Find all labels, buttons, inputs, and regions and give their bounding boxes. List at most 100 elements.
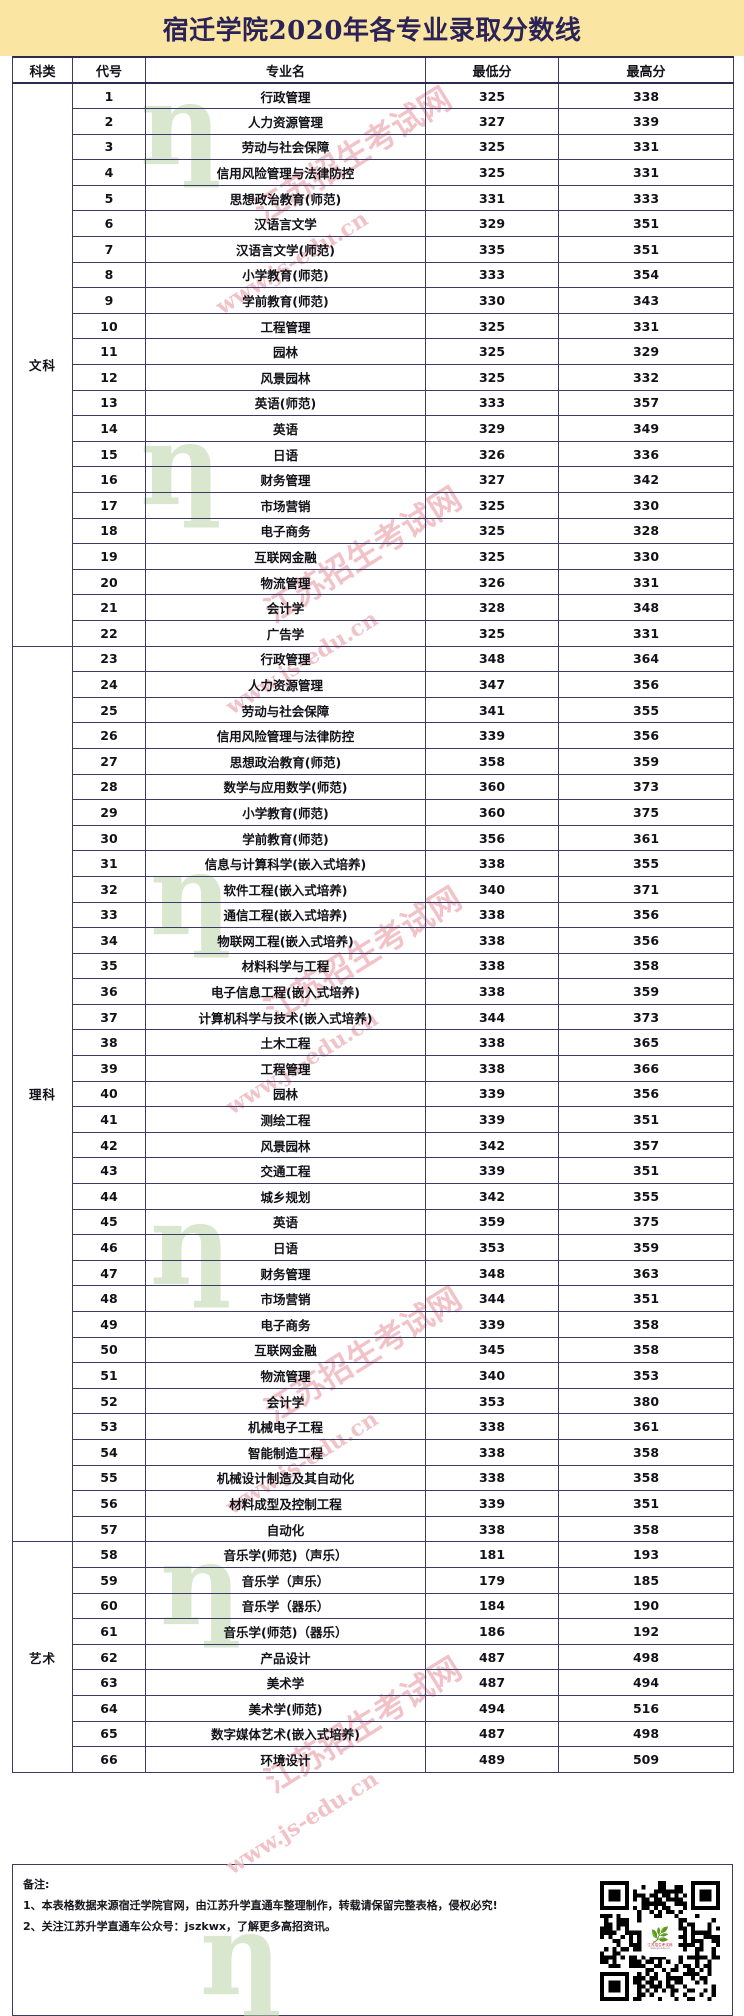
major-cell: 行政管理 [145, 645, 426, 673]
code-cell: 4 [72, 159, 146, 186]
max-score-cell: 343 [558, 287, 734, 314]
code-cell: 34 [72, 927, 146, 954]
max-score-cell: 358 [558, 1515, 734, 1543]
table-row: 62 产品设计 487 498 [13, 1643, 734, 1671]
code-cell: 36 [72, 978, 146, 1005]
max-score-cell: 331 [558, 312, 734, 340]
max-score-cell: 516 [558, 1694, 734, 1722]
max-score-cell: 351 [558, 1490, 734, 1517]
footer-heading: 备注: [23, 1878, 50, 1891]
qr-logo-leaf-icon: 🌿 [650, 1926, 670, 1944]
table-row: 9 学前教育(师范) 330 343 [13, 287, 734, 314]
code-cell: 65 [72, 1720, 146, 1748]
major-cell: 英语(师范) [145, 389, 426, 417]
max-score-cell: 353 [558, 1362, 734, 1389]
min-score-cell: 327 [425, 466, 559, 493]
table-row: 63 美术学 487 494 [13, 1669, 734, 1696]
major-cell: 材料成型及控制工程 [145, 1490, 426, 1517]
table-row: 8 小学教育(师范) 333 354 [13, 261, 734, 289]
code-cell: 58 [72, 1541, 146, 1568]
max-score-cell: 365 [558, 1029, 734, 1057]
max-score-cell: 364 [558, 645, 734, 673]
table-row: 7 汉语言文学(师范) 335 351 [13, 236, 734, 263]
min-score-cell: 338 [425, 901, 559, 929]
max-score-cell: 509 [558, 1746, 734, 1773]
table-row: 56 材料成型及控制工程 339 351 [13, 1490, 734, 1517]
max-score-cell: 351 [558, 1285, 734, 1312]
table-row: 6 汉语言文学 329 351 [13, 210, 734, 238]
table-row: 37 计算机科学与技术(嵌入式培养) 344 373 [13, 1003, 734, 1031]
max-score-cell: 356 [558, 901, 734, 929]
min-score-cell: 184 [425, 1592, 559, 1620]
table-row: 47 财务管理 348 363 [13, 1259, 734, 1287]
max-score-cell: 358 [558, 1336, 734, 1364]
min-score-cell: 325 [425, 82, 559, 110]
min-score-cell: 358 [425, 747, 559, 775]
qr-code[interactable]: 🌿 江苏招生考试网 www.js-edu.cn [600, 1881, 720, 2001]
max-score-cell: 351 [558, 1157, 734, 1185]
code-cell: 59 [72, 1566, 146, 1594]
table-row: 49 电子商务 339 358 [13, 1311, 734, 1338]
major-cell: 材料科学与工程 [145, 952, 426, 980]
table-row: 5 思想政治教育(师范) 331 333 [13, 184, 734, 212]
major-cell: 广告学 [145, 619, 426, 647]
page-title: 宿迁学院2020年各专业录取分数线 [162, 15, 582, 46]
code-cell: 19 [72, 543, 146, 570]
max-score-cell: 338 [558, 82, 734, 110]
max-score-cell: 494 [558, 1669, 734, 1696]
code-cell: 62 [72, 1643, 146, 1671]
table-row: 10 工程管理 325 331 [13, 312, 734, 340]
table-header-row: 科类 代号 专业名 最低分 最高分 [12, 56, 734, 84]
table-row: 30 学前教育(师范) 356 361 [13, 824, 734, 852]
max-score-cell: 375 [558, 799, 734, 826]
min-score-cell: 338 [425, 1029, 559, 1057]
table-row: 53 机械电子工程 338 361 [13, 1413, 734, 1440]
table-row: 54 智能制造工程 338 358 [13, 1438, 734, 1466]
code-cell: 42 [72, 1131, 146, 1159]
table-row: 26 信用风险管理与法律防控 339 356 [13, 722, 734, 749]
table-row: 22 广告学 325 331 [13, 619, 734, 647]
min-score-cell: 348 [425, 1259, 559, 1287]
max-score-cell: 339 [558, 108, 734, 135]
code-cell: 48 [72, 1285, 146, 1312]
code-cell: 18 [72, 517, 146, 545]
max-score-cell: 330 [558, 492, 734, 519]
table-row: 14 英语 329 349 [13, 415, 734, 442]
code-cell: 45 [72, 1208, 146, 1236]
major-cell: 财务管理 [145, 466, 426, 493]
table-body: 文科 1 行政管理 325 338 2 人力资源管理 327 339 3 劳动与社会保障 325 331… [12, 82, 734, 1773]
min-score-cell: 338 [425, 850, 559, 877]
max-score-cell: 366 [558, 1055, 734, 1082]
major-cell: 思想政治教育(师范) [145, 747, 426, 775]
table-row: 33 通信工程(嵌入式培养) 338 356 [13, 901, 734, 929]
major-cell: 英语 [145, 415, 426, 442]
footer-note-2: 2、关注江苏升学直通车公众号：jszkwx，了解更多高招资讯。 [23, 1919, 336, 1933]
max-score-cell: 356 [558, 1080, 734, 1108]
min-score-cell: 325 [425, 312, 559, 340]
table-row: 48 市场营销 344 351 [13, 1285, 734, 1312]
major-cell: 音乐学（器乐） [145, 1592, 426, 1620]
max-score-cell: 380 [558, 1387, 734, 1415]
qr-center-logo: 🌿 江苏招生考试网 www.js-edu.cn [642, 1921, 678, 1957]
min-score-cell: 325 [425, 133, 559, 161]
footer-panel: 备注: 1、本表格数据来源宿迁学院官网，由江苏升学直通车整理制作，转载请保留完整… [12, 1864, 733, 2016]
major-cell: 小学教育(师范) [145, 799, 426, 826]
table-row: 4 信用风险管理与法律防控 325 331 [13, 159, 734, 186]
major-cell: 产品设计 [145, 1643, 426, 1671]
table-row: 52 会计学 353 380 [13, 1387, 734, 1415]
max-score-cell: 193 [558, 1541, 734, 1568]
major-cell: 物联网工程(嵌入式培养) [145, 927, 426, 954]
major-cell: 劳动与社会保障 [145, 133, 426, 161]
table-row: 2 人力资源管理 327 339 [13, 108, 734, 135]
code-cell: 49 [72, 1311, 146, 1338]
max-score-cell: 361 [558, 1413, 734, 1440]
min-score-cell: 348 [425, 645, 559, 673]
major-cell: 数字媒体艺术(嵌入式培养) [145, 1720, 426, 1748]
table-row: 32 软件工程(嵌入式培养) 340 371 [13, 875, 734, 903]
code-cell: 24 [72, 671, 146, 698]
code-cell: 38 [72, 1029, 146, 1057]
major-cell: 园林 [145, 1080, 426, 1108]
table-row: 50 互联网金融 345 358 [13, 1336, 734, 1364]
min-score-cell: 347 [425, 671, 559, 698]
code-cell: 30 [72, 824, 146, 852]
